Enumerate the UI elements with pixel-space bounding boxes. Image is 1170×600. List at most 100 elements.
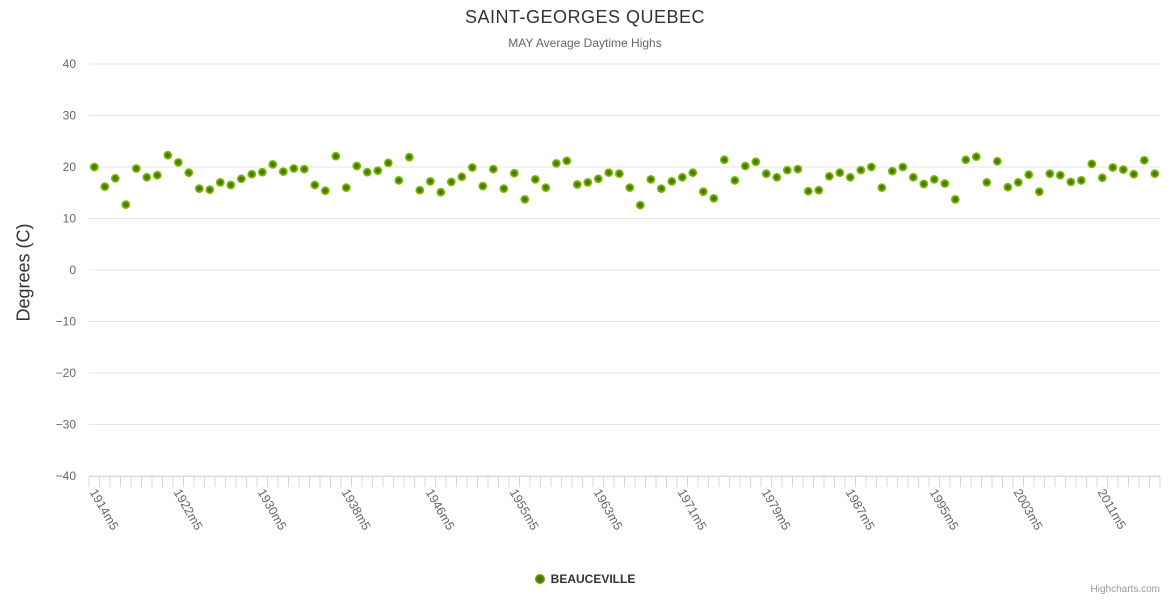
data-point[interactable] (1076, 176, 1086, 185)
data-point[interactable] (1087, 159, 1097, 169)
data-point[interactable] (604, 168, 614, 178)
data-point[interactable] (656, 184, 666, 194)
data-point[interactable] (383, 158, 393, 168)
data-point[interactable] (709, 194, 719, 203)
data-point[interactable] (530, 175, 540, 184)
data-point[interactable] (1139, 155, 1149, 165)
data-point[interactable] (362, 167, 372, 177)
data-point[interactable] (782, 165, 792, 175)
data-point[interactable] (551, 159, 561, 168)
data-point[interactable] (646, 175, 656, 184)
data-point[interactable] (1066, 177, 1076, 187)
data-point[interactable] (677, 172, 687, 182)
data-point[interactable] (929, 175, 939, 184)
data-point[interactable] (667, 177, 677, 186)
data-point[interactable] (1118, 165, 1128, 175)
data-point[interactable] (803, 186, 813, 196)
data-point[interactable] (982, 178, 992, 187)
data-point[interactable] (1013, 178, 1023, 187)
data-point[interactable] (310, 180, 320, 190)
data-point[interactable] (772, 172, 782, 182)
data-point[interactable] (562, 156, 572, 166)
data-point[interactable] (583, 178, 593, 187)
data-point[interactable] (320, 186, 330, 196)
data-point[interactable] (1150, 169, 1160, 179)
data-point[interactable] (761, 169, 771, 179)
data-point[interactable] (992, 156, 1002, 166)
data-point[interactable] (541, 183, 551, 193)
data-point[interactable] (121, 200, 131, 210)
data-point[interactable] (740, 161, 750, 171)
data-point[interactable] (572, 180, 582, 189)
legend-item-beauceville[interactable]: BEAUCEVILLE (550, 572, 636, 586)
data-point[interactable] (404, 152, 414, 162)
data-point[interactable] (89, 162, 99, 172)
data-point[interactable] (814, 185, 824, 195)
data-point[interactable] (824, 171, 834, 181)
data-point[interactable] (341, 183, 351, 193)
data-point[interactable] (205, 185, 215, 195)
data-point[interactable] (971, 152, 981, 162)
data-point[interactable] (898, 162, 908, 172)
data-point[interactable] (289, 164, 299, 173)
data-point[interactable] (194, 184, 204, 194)
data-point[interactable] (635, 200, 645, 210)
data-point[interactable] (152, 170, 162, 180)
data-point[interactable] (1129, 169, 1139, 179)
data-point[interactable] (457, 172, 467, 182)
data-point[interactable] (1097, 173, 1107, 183)
data-point[interactable] (856, 165, 866, 175)
data-point[interactable] (184, 168, 194, 178)
data-point[interactable] (509, 168, 519, 178)
data-point[interactable] (719, 155, 729, 165)
data-point[interactable] (110, 173, 120, 183)
data-point[interactable] (131, 164, 141, 173)
data-point[interactable] (688, 168, 698, 178)
data-point[interactable] (257, 167, 267, 177)
data-point[interactable] (268, 160, 278, 169)
data-point[interactable] (142, 172, 152, 182)
data-point[interactable] (866, 162, 876, 172)
data-point[interactable] (961, 155, 971, 165)
data-point[interactable] (520, 195, 530, 204)
data-point[interactable] (467, 163, 477, 172)
data-point[interactable] (950, 195, 960, 204)
data-point[interactable] (940, 179, 950, 188)
data-point[interactable] (278, 167, 288, 177)
data-point[interactable] (908, 172, 918, 182)
data-point[interactable] (436, 187, 446, 197)
data-point[interactable] (488, 164, 498, 174)
data-point[interactable] (919, 179, 929, 189)
data-point[interactable] (698, 187, 708, 197)
data-point[interactable] (845, 172, 855, 182)
data-point[interactable] (394, 176, 404, 185)
highcharts-credits-link[interactable]: Highcharts.com (1090, 584, 1160, 595)
data-point[interactable] (751, 157, 761, 167)
data-point[interactable] (446, 177, 456, 187)
data-point[interactable] (1045, 169, 1055, 179)
data-point[interactable] (226, 180, 236, 190)
data-point[interactable] (1034, 187, 1044, 197)
data-point[interactable] (299, 164, 309, 174)
data-point[interactable] (1055, 170, 1065, 180)
data-point[interactable] (1108, 163, 1118, 172)
data-point[interactable] (163, 150, 173, 160)
data-point[interactable] (173, 158, 183, 167)
data-point[interactable] (877, 183, 887, 193)
data-point[interactable] (247, 169, 257, 179)
data-point[interactable] (373, 166, 383, 176)
data-point[interactable] (415, 185, 425, 195)
data-point[interactable] (236, 174, 246, 184)
data-point[interactable] (215, 178, 225, 187)
data-point[interactable] (499, 184, 509, 194)
data-point[interactable] (793, 164, 803, 174)
data-point[interactable] (1003, 182, 1013, 192)
data-point[interactable] (100, 182, 110, 192)
data-point[interactable] (1024, 170, 1034, 180)
data-point[interactable] (730, 176, 740, 185)
data-point[interactable] (478, 181, 488, 191)
data-point[interactable] (352, 161, 362, 171)
data-point[interactable] (887, 166, 897, 176)
data-point[interactable] (625, 183, 635, 193)
data-point[interactable] (331, 151, 341, 161)
